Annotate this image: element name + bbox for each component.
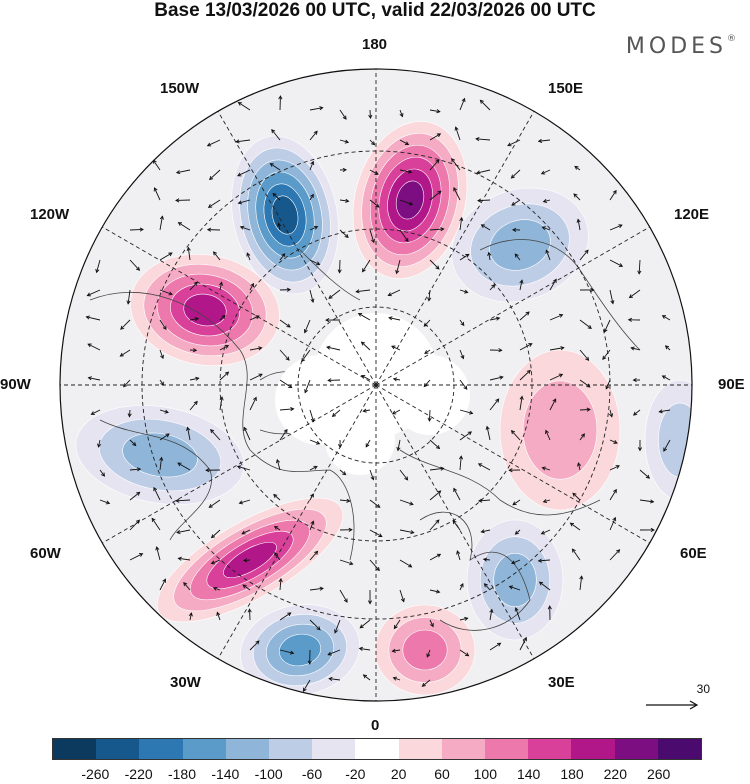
colorbar-swatch-10 [485, 739, 528, 759]
colorbar-swatch-14 [658, 739, 701, 759]
colorbar-tick-label: 140 [517, 766, 540, 782]
colorbar-swatch-5 [269, 739, 312, 759]
lon-label-60e: 60E [680, 545, 707, 562]
chart-title: Base 13/03/2026 00 UTC, valid 22/03/2026… [0, 0, 750, 22]
colorbar-swatch-0 [53, 739, 96, 759]
lon-label-120e: 120E [674, 206, 709, 223]
brand-mark: ® [727, 34, 736, 44]
anomaly-contour-europe-high [403, 630, 447, 670]
colorbar-tick-label: 180 [560, 766, 583, 782]
colorbar-swatch-2 [139, 739, 182, 759]
lon-label-150w: 150W [160, 80, 199, 97]
colorbar-tick-label: -180 [168, 766, 196, 782]
lon-label-180: 180 [362, 36, 387, 53]
colorbar-swatch-3 [183, 739, 226, 759]
lon-label-120w: 120W [30, 206, 69, 223]
colorbar-tick-label: -20 [345, 766, 365, 782]
colorbar [52, 738, 702, 760]
colorbar-swatch-8 [399, 739, 442, 759]
colorbar-tick-label: 260 [647, 766, 670, 782]
colorbar-tick-label: -220 [125, 766, 153, 782]
brand-logo: MODES® [626, 34, 736, 59]
anomaly-contour-east-asia-low [658, 403, 701, 477]
colorbar-tick-label: 20 [391, 766, 407, 782]
reference-vector-arrow [644, 698, 702, 712]
colorbar-tick-label: -140 [211, 766, 239, 782]
colorbar-swatch-9 [442, 739, 485, 759]
colorbar-swatch-6 [312, 739, 355, 759]
colorbar-tick-label: -100 [255, 766, 283, 782]
colorbar-tick-label: -260 [81, 766, 109, 782]
colorbar-swatch-7 [355, 739, 398, 759]
colorbar-swatch-13 [615, 739, 658, 759]
colorbar-swatch-11 [528, 739, 571, 759]
graticule [56, 65, 696, 705]
colorbar-tick-label: 220 [604, 766, 627, 782]
anomaly-contour-central-asia-high [523, 381, 597, 479]
brand-text: MODES [626, 34, 727, 59]
lon-label-90e: 90E [718, 376, 745, 393]
lon-label-90w: 90W [0, 376, 31, 393]
reference-vector-label: 30 [697, 682, 710, 696]
colorbar-ticks: -260 -220 -180 -140 -100 -60 -20 20 60 100 140 180 2… [52, 766, 702, 784]
lon-label-60w: 60W [30, 545, 61, 562]
polar-map [0, 0, 750, 735]
colorbar-swatch-4 [226, 739, 269, 759]
colorbar-swatch-12 [571, 739, 614, 759]
lon-label-30w: 30W [170, 674, 201, 691]
lon-label-30e: 30E [548, 674, 575, 691]
colorbar-tick-label: -60 [302, 766, 322, 782]
lon-label-150e: 150E [548, 80, 583, 97]
colorbar-tick-label: 100 [474, 766, 497, 782]
colorbar-swatch-1 [96, 739, 139, 759]
colorbar-tick-label: 60 [434, 766, 450, 782]
lon-label-0: 0 [371, 717, 379, 734]
